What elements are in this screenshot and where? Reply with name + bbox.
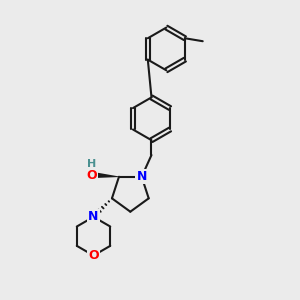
Text: H: H bbox=[87, 159, 96, 169]
Polygon shape bbox=[97, 172, 119, 178]
Text: O: O bbox=[88, 249, 99, 262]
Text: N: N bbox=[136, 170, 147, 183]
Text: N: N bbox=[88, 210, 99, 224]
Text: O: O bbox=[86, 169, 97, 182]
